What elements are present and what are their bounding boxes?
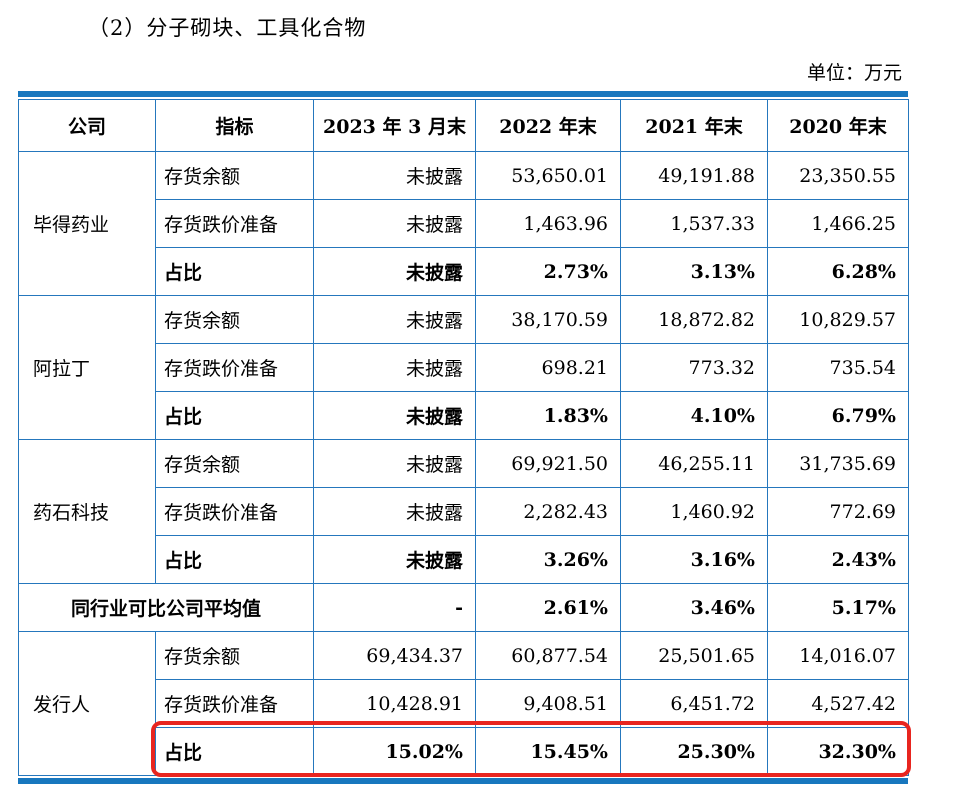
inventory-comparison-table: 公司 指标 2023 年 3 月末 2022 年末 2021 年末 2020 年… [18, 99, 909, 776]
value-cell: 4,527.42 [767, 679, 909, 728]
value-cell: 2.61% [475, 583, 621, 632]
indicator-cell: 存货余额 [155, 439, 314, 488]
indicator-cell: 占比 [155, 535, 314, 584]
value-cell: 未披露 [313, 439, 476, 488]
value-cell: 3.13% [620, 247, 768, 296]
value-cell: 3.46% [620, 583, 768, 632]
indicator-cell: 占比 [155, 727, 314, 776]
page-title: （2）分子砌块、工具化合物 [88, 16, 367, 40]
value-cell: 15.02% [313, 727, 476, 776]
table-row-ratio: 占比 未披露 3.26% 3.16% 2.43% [19, 535, 909, 584]
value-cell: 未披露 [313, 535, 476, 584]
value-cell: 未披露 [313, 391, 476, 440]
value-cell: 10,428.91 [313, 679, 476, 728]
issuer-ratio-row: 占比 15.02% 15.45% 25.30% 32.30% [19, 727, 909, 776]
value-cell: 6,451.72 [620, 679, 768, 728]
table-row-ratio: 占比 未披露 1.83% 4.10% 6.79% [19, 391, 909, 440]
value-cell: 3.26% [475, 535, 621, 584]
value-cell: 未披露 [313, 487, 476, 536]
value-cell: 69,921.50 [475, 439, 621, 488]
indicator-cell: 存货余额 [155, 295, 314, 344]
table-header-row: 公司 指标 2023 年 3 月末 2022 年末 2021 年末 2020 年… [18, 99, 909, 152]
value-cell: 未披露 [313, 343, 476, 392]
value-cell: 4.10% [620, 391, 768, 440]
value-cell: - [313, 583, 476, 632]
table-row: 发行人 存货余额 69,434.37 60,877.54 25,501.65 1… [18, 631, 909, 776]
indicator-cell: 存货跌价准备 [155, 343, 314, 392]
value-cell: 69,434.37 [313, 631, 476, 680]
indicator-cell: 存货跌价准备 [155, 487, 314, 536]
value-cell: 23,350.55 [767, 151, 909, 200]
table-bottom-band [18, 778, 908, 784]
table-row: 存货跌价准备 未披露 2,282.43 1,460.92 772.69 [19, 487, 909, 536]
value-cell: 10,829.57 [767, 295, 909, 344]
col-header-2020: 2020 年末 [767, 99, 909, 152]
value-cell: 46,255.11 [620, 439, 768, 488]
value-cell: 1.83% [475, 391, 621, 440]
value-cell: 1,463.96 [475, 199, 621, 248]
company-cell: 毕得药业 [18, 151, 156, 296]
company-cell: 阿拉丁 [18, 295, 156, 440]
indicator-cell: 占比 [155, 391, 314, 440]
table-row: 药石科技 存货余额 未披露 69,921.50 46,255.11 31,735… [18, 439, 909, 584]
company-cell: 药石科技 [18, 439, 156, 584]
value-cell: 15.45% [475, 727, 621, 776]
table-row: 存货跌价准备 未披露 1,463.96 1,537.33 1,466.25 [19, 199, 909, 248]
col-header-2021: 2021 年末 [620, 99, 768, 152]
value-cell: 32.30% [767, 727, 909, 776]
value-cell: 38,170.59 [475, 295, 621, 344]
col-header-indicator: 指标 [155, 99, 314, 152]
value-cell: 未披露 [313, 247, 476, 296]
value-cell: 3.16% [620, 535, 768, 584]
col-header-company: 公司 [18, 99, 156, 152]
col-header-2023q1: 2023 年 3 月末 [313, 99, 476, 152]
table-row: 存货跌价准备 未披露 698.21 773.32 735.54 [19, 343, 909, 392]
indicator-cell: 存货跌价准备 [155, 199, 314, 248]
value-cell: 14,016.07 [767, 631, 909, 680]
indicator-cell: 存货余额 [155, 151, 314, 200]
value-cell: 未披露 [313, 199, 476, 248]
value-cell: 2,282.43 [475, 487, 621, 536]
table-row: 毕得药业 存货余额 未披露 53,650.01 49,191.88 23,350… [18, 151, 909, 296]
indicator-cell: 存货余额 [155, 631, 314, 680]
average-label-cell: 同行业可比公司平均值 [18, 583, 314, 632]
value-cell: 1,466.25 [767, 199, 909, 248]
value-cell: 735.54 [767, 343, 909, 392]
table-row-ratio: 占比 未披露 2.73% 3.13% 6.28% [19, 247, 909, 296]
value-cell: 60,877.54 [475, 631, 621, 680]
value-cell: 773.32 [620, 343, 768, 392]
value-cell: 18,872.82 [620, 295, 768, 344]
value-cell: 2.43% [767, 535, 909, 584]
value-cell: 未披露 [313, 295, 476, 344]
value-cell: 1,537.33 [620, 199, 768, 248]
table-row: 阿拉丁 存货余额 未披露 38,170.59 18,872.82 10,829.… [18, 295, 909, 440]
value-cell: 698.21 [475, 343, 621, 392]
value-cell: 53,650.01 [475, 151, 621, 200]
value-cell: 5.17% [767, 583, 909, 632]
value-cell: 25,501.65 [620, 631, 768, 680]
indicator-cell: 存货跌价准备 [155, 679, 314, 728]
average-row: 同行业可比公司平均值 - 2.61% 3.46% 5.17% [18, 583, 909, 632]
value-cell: 2.73% [475, 247, 621, 296]
value-cell: 未披露 [313, 151, 476, 200]
value-cell: 6.28% [767, 247, 909, 296]
value-cell: 1,460.92 [620, 487, 768, 536]
company-cell: 发行人 [18, 631, 156, 776]
value-cell: 25.30% [620, 727, 768, 776]
unit-label: 单位：万元 [806, 62, 902, 84]
comparison-table-container: 公司 指标 2023 年 3 月末 2022 年末 2021 年末 2020 年… [18, 91, 911, 784]
table-top-band [18, 91, 908, 97]
value-cell: 6.79% [767, 391, 909, 440]
value-cell: 772.69 [767, 487, 909, 536]
value-cell: 49,191.88 [620, 151, 768, 200]
indicator-cell: 占比 [155, 247, 314, 296]
value-cell: 31,735.69 [767, 439, 909, 488]
value-cell: 9,408.51 [475, 679, 621, 728]
col-header-2022: 2022 年末 [475, 99, 621, 152]
